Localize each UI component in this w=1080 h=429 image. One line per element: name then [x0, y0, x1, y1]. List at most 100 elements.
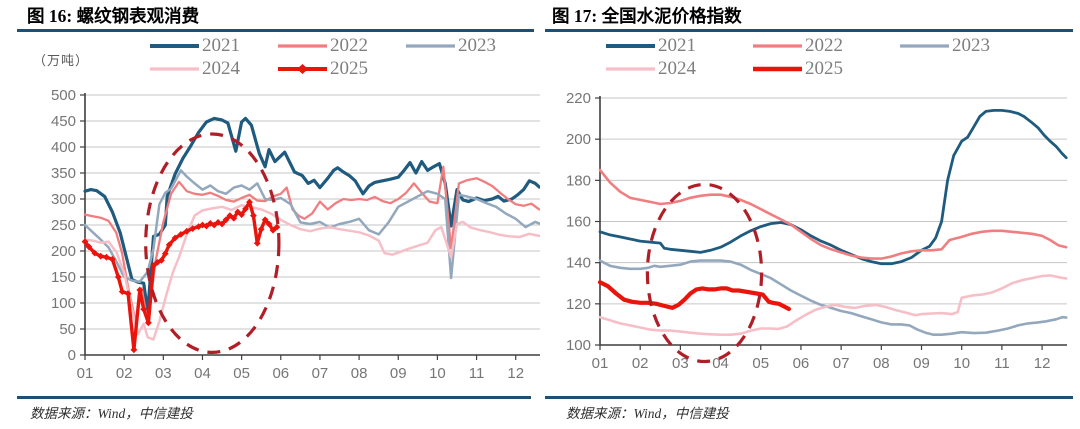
series-markers-2025: [81, 198, 281, 354]
diamond-marker: [183, 227, 191, 235]
diamond-marker: [265, 220, 273, 228]
legend-item-2023: 2023: [898, 36, 1045, 56]
y-tick-label-400: 400: [51, 139, 76, 156]
diamond-marker: [158, 257, 165, 264]
diamond-marker: [269, 226, 277, 234]
series-line-2021: [598, 108, 1068, 266]
y-tick-label-100: 100: [566, 337, 591, 354]
legend-item-2023: 2023: [404, 36, 532, 56]
x-tick-label-12: 12: [1034, 355, 1051, 372]
x-tick-label-02: 02: [632, 355, 649, 372]
y-tick-label-300: 300: [51, 191, 76, 208]
x-tick-label-11: 11: [469, 365, 485, 382]
diamond-marker: [253, 239, 261, 247]
series-line-2025: [83, 200, 279, 352]
legend-swatch-2025: [278, 64, 327, 74]
y-tick-label-200: 200: [566, 131, 591, 148]
y-tick-label-160: 160: [566, 214, 591, 231]
diamond-marker: [150, 262, 157, 269]
figure-16-title-rule: [17, 29, 534, 32]
x-tick-label-11: 11: [994, 355, 1010, 372]
legend-label-2024: 2024: [202, 58, 240, 79]
legend-swatch-2022: [278, 44, 327, 48]
diamond-marker: [97, 252, 105, 260]
series-line-2023: [598, 259, 1068, 336]
legend-item-2022: 2022: [276, 36, 404, 56]
series-line-2022: [598, 168, 1068, 260]
x-tick-label-12: 12: [507, 365, 524, 382]
diamond-marker: [261, 216, 269, 224]
legend-item-2024: 2024: [148, 59, 276, 79]
annotation-ellipse: [645, 182, 764, 364]
legend-swatch-2025: [753, 66, 802, 72]
figure-16-panel: 图 16: 螺纹钢表观消费 （万吨） 2021 2022 2023 2024 2025 …: [0, 6, 540, 421]
y-tick-label-180: 180: [566, 172, 591, 189]
legend-label-2021: 2021: [658, 35, 696, 56]
figure-17-legend-area: 2021 2022 2023 2024 2025: [540, 33, 1080, 82]
diamond-marker: [81, 238, 89, 245]
x-tick-label-01: 01: [592, 355, 609, 372]
legend-item-2022: 2022: [751, 36, 898, 56]
legend-swatch-2023: [406, 44, 455, 48]
y-tick-label-450: 450: [51, 113, 76, 130]
x-tick-label-07: 07: [833, 355, 850, 372]
x-tick-label-06: 06: [793, 355, 810, 372]
diamond-marker: [177, 231, 185, 238]
legend-swatch-2024: [150, 67, 199, 71]
legend-label-2023: 2023: [952, 35, 990, 56]
diamond-marker: [246, 198, 253, 206]
y-tick-label-220: 220: [566, 90, 591, 107]
legend-swatch-2021: [606, 44, 655, 48]
diamond-marker: [238, 211, 245, 218]
legend-item-2021: 2021: [604, 36, 751, 56]
x-tick-label-09: 09: [390, 365, 407, 382]
series-line-2023: [83, 169, 540, 283]
figure-16-chart: 0 50 100 150 200 250 300 350 400 450 500 01 02 03 04 05…: [51, 87, 540, 382]
y-axis-unit-label: （万吨）: [33, 53, 90, 68]
legend-item-2021: 2021: [148, 36, 276, 56]
diamond-marker: [124, 290, 132, 297]
figure-17-chart: 100 120 140 160 180 200 220 01 02 03 04 05 06 07 08 09 1…: [566, 90, 1068, 372]
legend-label-2021: 2021: [202, 35, 240, 56]
series-line-2024: [598, 274, 1068, 336]
x-tick-label-08: 08: [351, 365, 368, 382]
y-tick-label-100: 100: [51, 295, 76, 312]
x-tick-label-05: 05: [752, 355, 769, 372]
figure-17-legend: 2021 2022 2023 2024 2025: [604, 36, 1045, 79]
legend-label-2022: 2022: [805, 35, 843, 56]
x-tick-label-04: 04: [712, 355, 729, 372]
x-tick-label-07: 07: [312, 365, 329, 382]
x-tick-label-06: 06: [272, 365, 289, 382]
figure-16-legend-area: （万吨） 2021 2022 2023 2024 2025: [0, 33, 540, 82]
diamond-marker: [273, 223, 281, 231]
legend-diamond-icon: [297, 64, 308, 74]
diamond-marker: [161, 250, 169, 257]
diamond-marker: [140, 305, 148, 313]
diamond-marker: [165, 241, 173, 249]
legend-swatch-2023: [900, 44, 949, 48]
diamond-marker: [218, 220, 226, 228]
legend-label-2023: 2023: [458, 35, 496, 56]
figure-16-source: 数据来源：Wind，中信建投: [30, 406, 193, 421]
diamond-marker: [118, 288, 126, 295]
y-tick-label-150: 150: [51, 269, 76, 286]
diamond-marker: [226, 212, 234, 219]
series-line-2025: [597, 280, 791, 312]
diamond-marker: [85, 243, 93, 251]
annotation-ellipse: [144, 132, 281, 354]
y-tick-label-250: 250: [51, 217, 76, 234]
legend-label-2022: 2022: [330, 35, 368, 56]
diamond-marker: [234, 208, 242, 216]
legend-label-2025: 2025: [805, 58, 843, 79]
y-tick-label-50: 50: [59, 321, 76, 338]
series-line-2024: [83, 203, 540, 341]
diamond-marker: [242, 205, 249, 213]
x-tick-label-08: 08: [873, 355, 890, 372]
x-tick-label-09: 09: [913, 355, 930, 372]
figure-16-footer-rule: [17, 396, 531, 399]
figure-17-title-rule: [545, 29, 1073, 32]
y-tick-label-120: 120: [566, 296, 591, 313]
legend-item-2025: 2025: [276, 59, 404, 79]
y-tick-label-500: 500: [51, 87, 76, 104]
